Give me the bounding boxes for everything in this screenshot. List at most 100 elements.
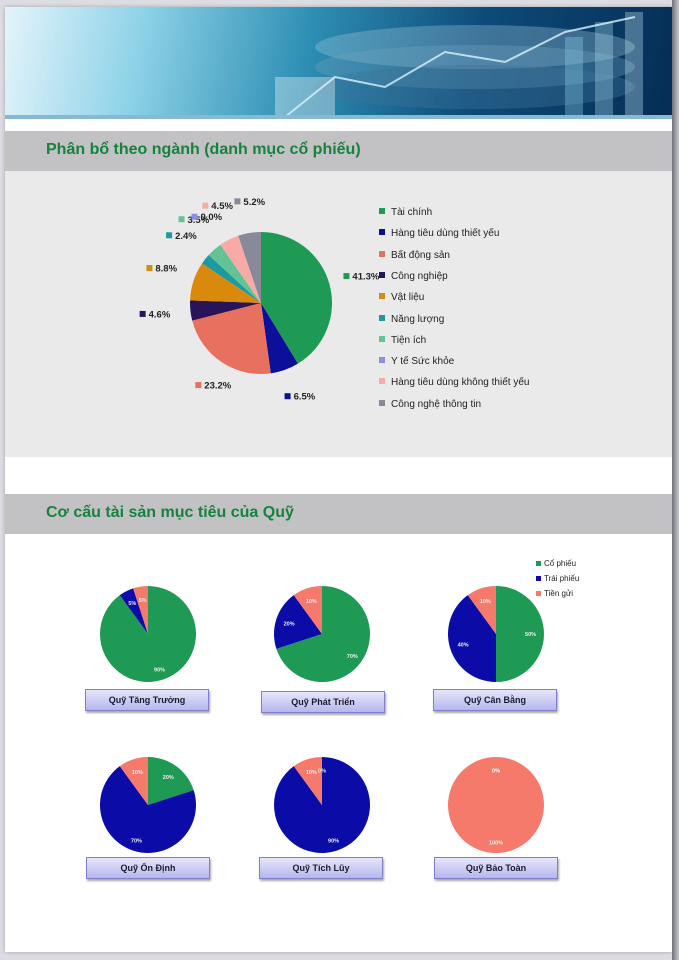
fund-quy-on-dinh-slice-0 xyxy=(148,757,194,805)
legend-swatch xyxy=(379,208,385,214)
window-edge xyxy=(672,0,679,960)
sector-section-title: Phân bổ theo ngành (danh mục cổ phiếu) xyxy=(46,141,361,158)
legend-item-y-te-suc-khoe: Y tế Sức khỏe xyxy=(379,356,454,367)
legend-label: Công nghiệp xyxy=(391,270,448,282)
sector-pie-slice-9 xyxy=(238,232,261,303)
sector-label-marker xyxy=(343,273,350,280)
sector-label-marker xyxy=(202,202,209,209)
sector-data-label: 8.8% xyxy=(146,264,178,275)
sector-data-label: 41.3% xyxy=(343,272,380,283)
fund-legend-swatch xyxy=(536,561,541,566)
fund-legend-item-tien-gui: Tiền gửi xyxy=(536,589,573,598)
legend-label: Tài chính xyxy=(391,207,433,218)
sector-label-text: 3.5% xyxy=(188,215,210,226)
fund-quy-bao-toan-label-1: 0% xyxy=(492,768,500,774)
legend-label: Công nghệ thông tin xyxy=(391,398,482,410)
legend-item-hang-tieu-dung-thiet-yeu: Hàng tiêu dùng thiết yếu xyxy=(379,228,499,239)
sector-data-label: 0.0% xyxy=(191,212,223,223)
sector-data-label: 4.6% xyxy=(139,309,171,320)
legend-label: Năng lượng xyxy=(391,313,445,325)
legend-label: Y tế Sức khỏe xyxy=(391,356,455,368)
sector-label-marker xyxy=(234,198,241,205)
sector-label-text: 0.0% xyxy=(200,212,222,223)
fund-quy-tang-truong-slice-2 xyxy=(133,586,148,634)
sector-data-label: 5.2% xyxy=(234,197,266,208)
sector-label-marker xyxy=(284,393,291,400)
legend-label: Tiện ích xyxy=(391,334,427,346)
legend-label: Bất động sản xyxy=(391,249,450,261)
fund-quy-tich-luy-label-1: 90% xyxy=(328,839,339,845)
fund-quy-tang-truong-button[interactable]: Quỹ Tăng Trưởng xyxy=(85,689,209,711)
fund-quy-phat-trien-button[interactable]: Quỹ Phát Triển xyxy=(261,691,385,713)
fund-quy-on-dinh-slice-2 xyxy=(119,757,148,805)
legend-swatch xyxy=(379,229,385,236)
fund-quy-bao-toan-button[interactable]: Quỹ Bảo Toàn xyxy=(434,857,558,879)
fund-quy-phat-trien-label-2: 10% xyxy=(306,599,317,605)
fund-quy-on-dinh-label-2: 10% xyxy=(132,770,143,776)
legend-item-tai-chinh: Tài chính xyxy=(379,207,432,218)
legend-swatch xyxy=(379,314,385,321)
allocation-section-title: Cơ cấu tài sản mục tiêu của Quỹ xyxy=(46,504,294,521)
legend-swatch xyxy=(379,399,385,406)
sector-label-marker xyxy=(139,310,146,317)
sector-label-text: 5.2% xyxy=(243,197,265,208)
legend-label: Vật liệu xyxy=(391,292,425,304)
sector-label-marker xyxy=(195,382,202,389)
sector-label-marker xyxy=(146,265,153,272)
legend-swatch xyxy=(379,293,385,300)
sector-data-label: 3.5% xyxy=(178,215,210,226)
sector-label-text: 23.2% xyxy=(204,381,231,392)
fund-quy-phat-trien-label-0: 70% xyxy=(347,654,358,660)
fund-quy-on-dinh-button[interactable]: Quỹ Ổn Định xyxy=(86,857,210,879)
fund-legend-swatch xyxy=(536,576,541,581)
fund-quy-bao-toan-label-0: 0% xyxy=(492,768,500,774)
fund-quy-phat-trien-label-1: 20% xyxy=(284,621,295,627)
legend-item-nang-luong: Năng lượng xyxy=(379,314,444,325)
fund-quy-tang-truong-label-1: 5% xyxy=(128,601,136,607)
sector-pie-chart: 41.3% 6.5% 23.2% 4.6% 8.8% 2.4% 3.5%0.0%4.5% 5.… xyxy=(139,197,380,403)
sector-label-text: 41.3% xyxy=(352,272,379,283)
sector-pie-slice-5 xyxy=(202,255,261,303)
fund-quy-tich-luy-label-2: 10% xyxy=(306,770,317,776)
banner-graphic xyxy=(5,12,672,119)
fund-quy-can-bang-label-2: 10% xyxy=(480,599,491,605)
legend-swatch xyxy=(379,271,385,278)
fund-quy-tang-truong-label-2: 5% xyxy=(139,598,147,604)
sector-pie-slice-0 xyxy=(261,232,332,364)
fund-quy-can-bang-button[interactable]: Quỹ Cân Bằng xyxy=(433,689,557,711)
fund-legend-item-trai-phieu: Trái phiếu xyxy=(536,574,579,583)
fund-quy-bao-toan-label-2: 100% xyxy=(489,840,503,846)
sector-pie-slice-4 xyxy=(190,263,261,303)
fund-quy-can-bang-label-0: 50% xyxy=(525,632,536,638)
report-page: Phân bổ theo ngành (danh mục cổ phiếu) 4… xyxy=(5,7,672,952)
sector-label-text: 6.5% xyxy=(294,392,316,403)
legend-item-cong-nghe-thong-tin: Công nghệ thông tin xyxy=(379,399,481,410)
fund-legend-label: Tiền gửi xyxy=(544,589,574,598)
fund-quy-phat-trien-slice-2 xyxy=(293,586,322,634)
fund-quy-tich-luy-slice-1 xyxy=(274,757,371,853)
sector-pie-slice-2 xyxy=(192,303,271,374)
sector-section-header: Phân bổ theo ngành (danh mục cổ phiếu) xyxy=(5,131,672,171)
fund-legend-swatch xyxy=(536,591,541,596)
sector-data-label: 23.2% xyxy=(195,381,232,392)
fund-quy-on-dinh-slice-1 xyxy=(100,766,197,853)
header-banner xyxy=(5,7,672,119)
sector-data-label: 4.5% xyxy=(202,201,233,212)
fund-quy-can-bang-label-1: 40% xyxy=(458,643,469,649)
sector-label-text: 2.4% xyxy=(175,231,197,242)
fund-quy-phat-trien-slice-0 xyxy=(276,586,370,682)
fund-quy-tich-luy-button[interactable]: Quỹ Tích Lũy xyxy=(259,857,383,879)
sector-pie-slice-3 xyxy=(190,300,261,321)
legend-item-cong-nghiep: Công nghiệp xyxy=(379,271,448,282)
sector-pie-slice-8 xyxy=(220,235,261,303)
sector-label-marker xyxy=(191,213,198,220)
fund-quy-can-bang-slice-0 xyxy=(496,586,544,682)
legend-item-hang-tieu-dung-khong-thiet-yeu: Hàng tiêu dùng không thiết yếu xyxy=(379,377,529,388)
legend-swatch xyxy=(379,250,385,257)
sector-data-label: 2.4% xyxy=(166,231,197,242)
legend-item-bat-dong-san: Bất động sản xyxy=(379,250,450,261)
fund-quy-phat-trien-slice-1 xyxy=(273,595,322,649)
fund-quy-can-bang-slice-2 xyxy=(467,586,496,634)
sector-label-text: 4.5% xyxy=(211,201,233,212)
sector-label-text: 8.8% xyxy=(155,264,177,275)
